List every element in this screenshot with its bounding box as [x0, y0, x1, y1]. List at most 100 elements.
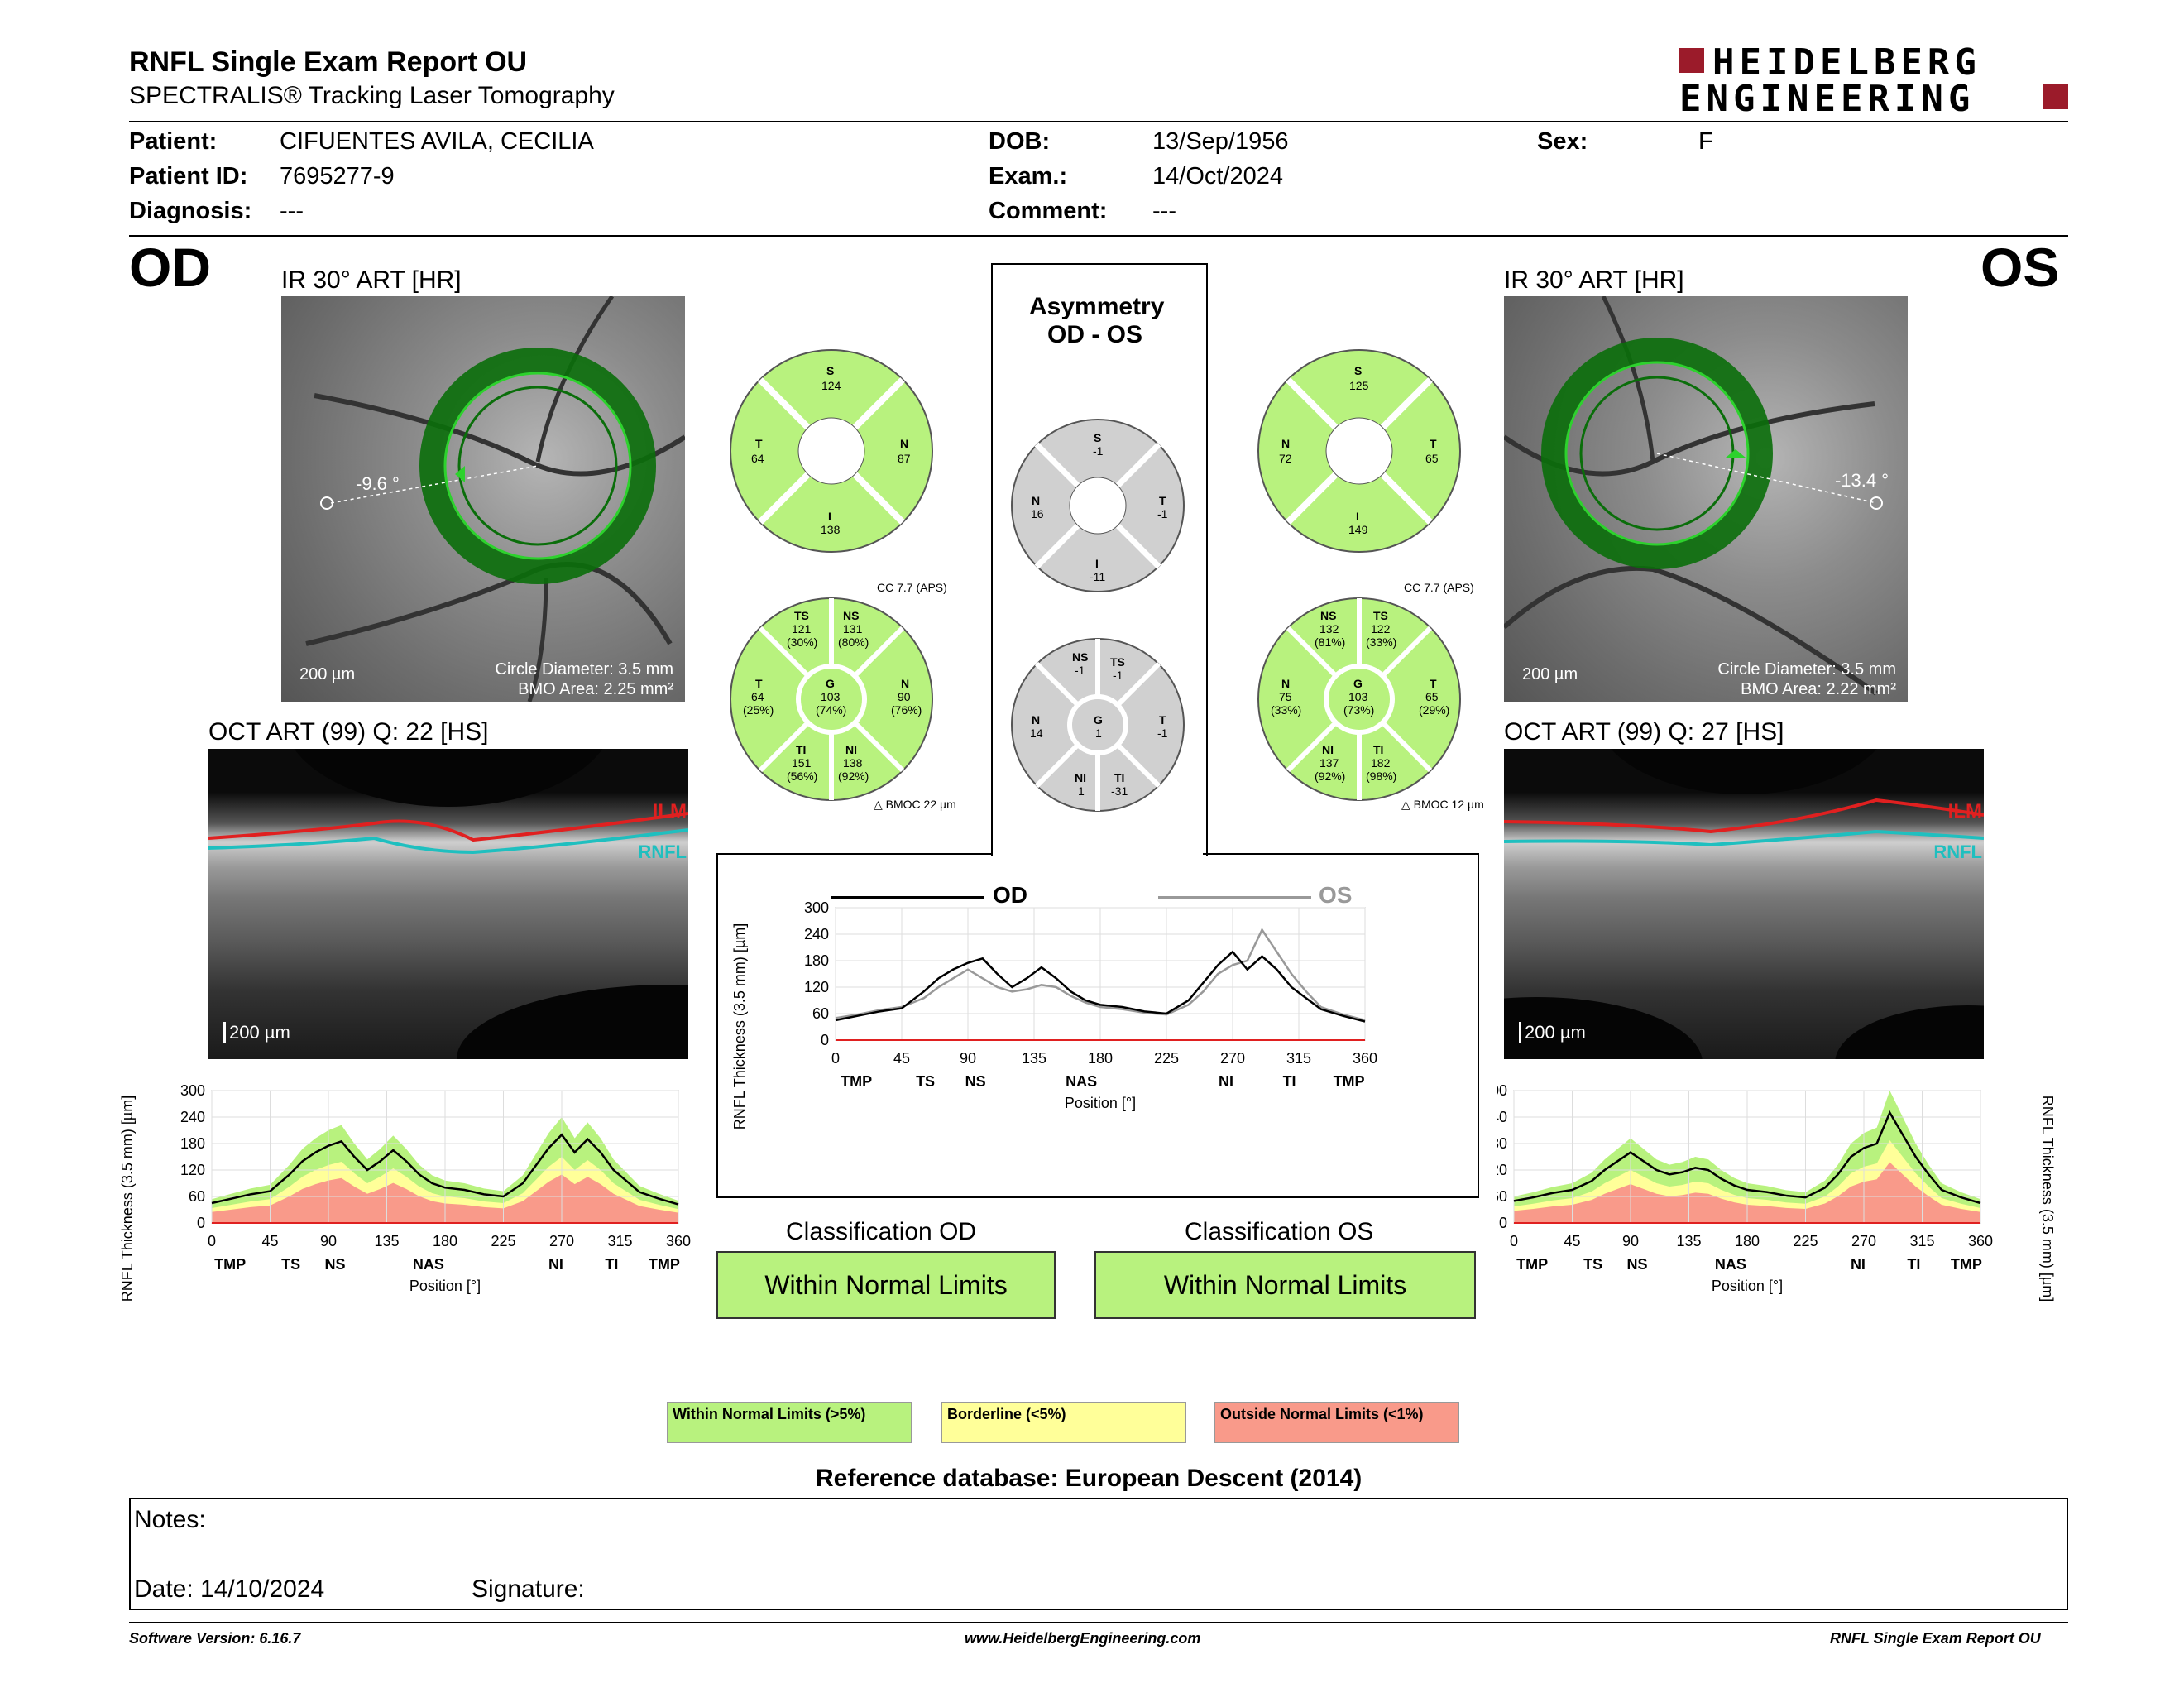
ytick-label: 180: [804, 952, 829, 969]
os-s6-ni: 137: [1320, 756, 1339, 770]
od-cc: CC 7.7 (APS): [877, 581, 947, 594]
asym-s6-t: -1: [1157, 727, 1168, 740]
xtick-label: 270: [1851, 1233, 1876, 1249]
os-oct-label: OCT ART (99) Q: 27 [HS]: [1504, 718, 1784, 746]
xtick-label: 45: [893, 1050, 910, 1067]
od-s6-ts-p: (30%): [787, 635, 818, 649]
od-s4-s-label: S: [826, 364, 835, 377]
od-ilm-label: ILM: [652, 800, 687, 822]
os-s6-ns: 132: [1320, 622, 1339, 635]
os-s6-g-label: G: [1353, 677, 1363, 690]
od-oct-scale: 200 µm: [223, 1022, 290, 1043]
comment-value: ---: [1152, 198, 1176, 224]
ytick-label: 300: [180, 1082, 205, 1099]
patient-label: Patient:: [129, 128, 218, 155]
region-label: NI: [1851, 1256, 1866, 1273]
asym-sector4-diagram: S -1 N 16 T -1 I -11: [1010, 418, 1185, 593]
center-ylabel: RNFL Thickness (3.5 mm) [µm]: [731, 923, 749, 1130]
os-s4-s: 125: [1349, 379, 1369, 392]
os-scale: 200 µm: [1522, 665, 1578, 683]
asym-s4-n: 16: [1031, 507, 1044, 520]
os-s4-i: 149: [1348, 523, 1368, 536]
od-oct-label: OCT ART (99) Q: 22 [HS]: [208, 718, 489, 746]
xtick-label: 180: [433, 1233, 457, 1249]
legend-outside-normal: Outside Normal Limits (<1%): [1214, 1402, 1459, 1443]
ytick-label: 60: [812, 1005, 829, 1022]
od-s6-t-label: T: [755, 677, 763, 690]
xtick-label: 0: [1510, 1233, 1518, 1249]
asym-s4-t-label: T: [1159, 494, 1166, 507]
od-scale: 200 µm: [299, 665, 356, 683]
od-s6-ni: 138: [843, 756, 863, 770]
od-s6-ti-p: (56%): [787, 770, 818, 783]
ytick-label: 120: [180, 1162, 205, 1178]
os-s6-n-p: (33%): [1271, 703, 1302, 717]
os-classification-label: Classification OS: [1185, 1218, 1374, 1245]
os-sector4-diagram: S 125 N 72 T 65 I 149: [1256, 348, 1463, 554]
ytick-label: 60: [1497, 1188, 1507, 1205]
ytick-label: 180: [1497, 1135, 1507, 1152]
region-label: TMP: [841, 1073, 872, 1090]
od-oct-image: ILM RNFL 200 µm: [208, 749, 688, 1059]
asym-s6-t-label: T: [1159, 713, 1166, 727]
notes-date: Date: 14/10/2024: [134, 1575, 325, 1603]
asym-s4-s: -1: [1093, 444, 1104, 458]
sex-label: Sex:: [1537, 128, 1588, 155]
asymmetry-title1: Asymmetry: [1029, 293, 1165, 320]
region-label: TI: [1283, 1073, 1296, 1090]
region-label: TMP: [1516, 1256, 1548, 1273]
os-s6-ti-label: TI: [1373, 743, 1384, 756]
xtick-label: 90: [1622, 1233, 1639, 1249]
os-s6-ts-label: TS: [1373, 609, 1388, 622]
os-s4-i-label: I: [1356, 510, 1359, 523]
od-s6-t-p: (25%): [743, 703, 774, 717]
os-s4-n: 72: [1279, 452, 1292, 465]
region-label: NS: [325, 1256, 346, 1273]
od-s4-t: 64: [751, 452, 764, 465]
legend-within-normal: Within Normal Limits (>5%): [667, 1402, 912, 1443]
region-label: TI: [1907, 1256, 1920, 1273]
region-label: NAS: [1066, 1073, 1097, 1090]
os-angle: -13.4 °: [1835, 470, 1889, 491]
os-s6-ni-p: (92%): [1315, 770, 1346, 783]
os-s6-t: 65: [1425, 690, 1439, 703]
od-s6-ns-p: (80%): [838, 635, 869, 649]
report-title: RNFL Single Exam Report OU: [129, 46, 528, 78]
region-label: TMP: [214, 1256, 246, 1273]
asym-s6-n-label: N: [1032, 713, 1041, 727]
os-s6-g-p: (73%): [1343, 703, 1375, 717]
os-s6-t-label: T: [1430, 677, 1437, 690]
patient-id-label: Patient ID:: [129, 163, 248, 189]
od-sector6-diagram: TS 121 (30%) NS 131 (80%) T 64 (25%) G 1…: [728, 596, 935, 803]
xtick-label: 360: [1968, 1233, 1993, 1249]
od-s4-n: 87: [898, 452, 911, 465]
asym-s6-ns-label: NS: [1072, 650, 1089, 664]
header-divider: [129, 121, 2068, 122]
od-circle-diameter: Circle Diameter: 3.5 mm: [495, 660, 673, 679]
region-label: NS: [965, 1073, 986, 1090]
xtick-label: 225: [491, 1233, 515, 1249]
os-s6-g: 103: [1348, 690, 1368, 703]
diagnosis-label: Diagnosis:: [129, 198, 252, 224]
x-axis-label: Position [°]: [410, 1278, 481, 1294]
od-bmoc-value: BMOC 22 µm: [885, 798, 956, 811]
x-axis-label: Position [°]: [1712, 1278, 1783, 1294]
xtick-label: 90: [960, 1050, 976, 1067]
od-s6-g-p: (74%): [816, 703, 847, 717]
series-line-OD: [211, 1133, 679, 1206]
od-oct-overlay: [208, 749, 688, 1059]
xtick-label: 0: [831, 1050, 840, 1067]
ytick-label: 0: [821, 1032, 829, 1048]
od-s6-ti-label: TI: [796, 743, 807, 756]
xtick-label: 360: [1353, 1050, 1377, 1067]
xtick-label: 135: [374, 1233, 399, 1249]
od-sector4-diagram: S 124 T 64 N 87 I 138: [728, 348, 935, 554]
asym-s6-ni-label: NI: [1075, 771, 1086, 784]
center-chart-panel: [716, 853, 1479, 1198]
asym-s6-g-label: G: [1094, 713, 1103, 727]
ytick-label: 120: [1497, 1162, 1507, 1178]
os-s4-t: 65: [1425, 452, 1439, 465]
notes-signature: Signature:: [472, 1575, 585, 1603]
info-divider: [129, 235, 2068, 237]
series-line-OD: [835, 950, 1366, 1023]
